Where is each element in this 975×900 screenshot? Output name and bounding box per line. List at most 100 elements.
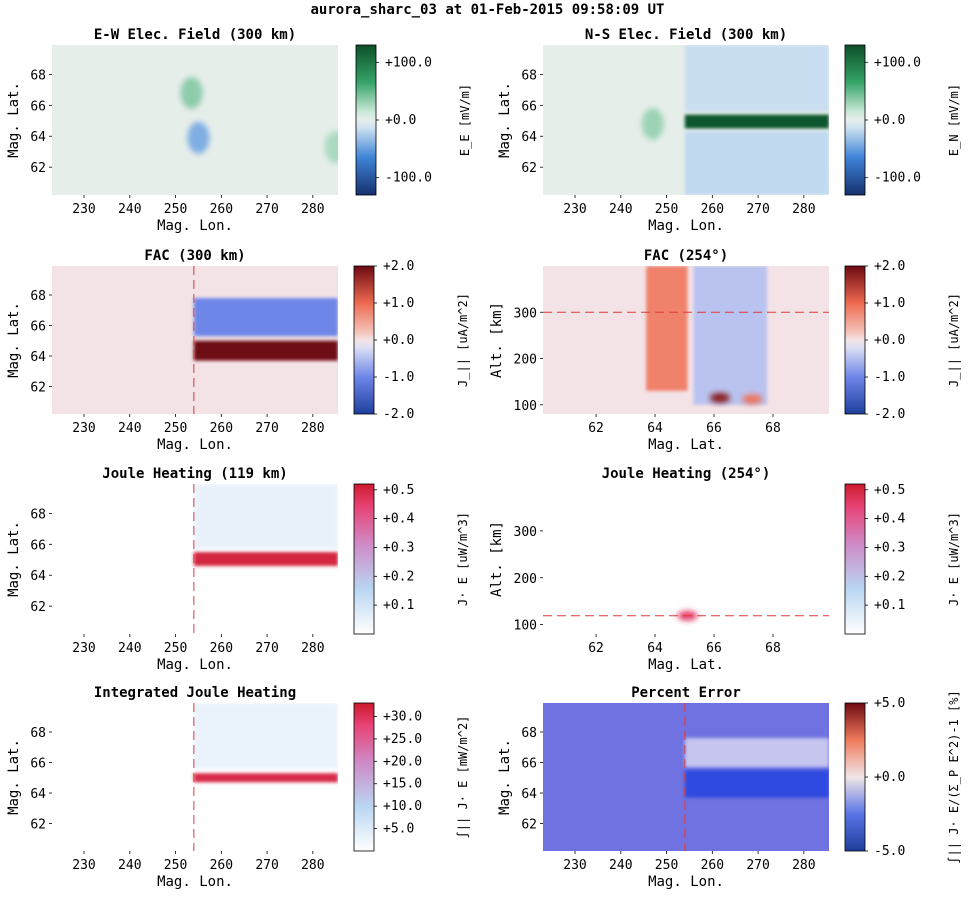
- y-axis-label: Mag. Lat.: [6, 82, 22, 158]
- colorbar-tick-label: +15.0: [383, 777, 422, 792]
- x-tick-label: 280: [301, 858, 324, 873]
- colorbar-label: J_|| [uA/m^2]: [456, 293, 470, 387]
- colorbar-gradient: [844, 702, 866, 852]
- colorbar-tick-label: +5.0: [874, 696, 905, 711]
- x-tick-label: 230: [72, 858, 95, 873]
- x-axis-label: Mag. Lon.: [648, 874, 724, 890]
- y-tick-label: 64: [30, 787, 46, 802]
- heatmap-band: [646, 266, 688, 391]
- heatmap-band: [193, 773, 338, 783]
- y-tick-label: 62: [30, 161, 46, 176]
- colorbar-tick-label: +30.0: [383, 709, 422, 724]
- colorbar-tick-label: +0.3: [874, 540, 905, 555]
- y-tick-label: 68: [30, 507, 46, 522]
- x-tick-label: 240: [118, 641, 141, 656]
- x-tick-label: 230: [72, 641, 95, 656]
- colorbar-tick-label: +5.0: [383, 822, 414, 837]
- heatmap-band: [193, 340, 338, 361]
- x-tick-label: 66: [706, 421, 722, 436]
- y-tick-label: 68: [30, 289, 46, 304]
- colorbar-gradient: [355, 44, 377, 196]
- y-tick-label: 62: [521, 161, 537, 176]
- y-axis-label: Mag. Lat.: [497, 82, 513, 158]
- x-tick-label: 250: [655, 858, 678, 873]
- x-tick-label: 64: [647, 421, 663, 436]
- x-tick-label: 62: [588, 421, 604, 436]
- x-tick-label: 240: [118, 202, 141, 217]
- y-tick-label: 62: [30, 818, 46, 833]
- colorbar-tick-label: -100.0: [874, 171, 921, 186]
- colorbar-tick-label: +25.0: [383, 732, 422, 747]
- x-axis-label: Mag. Lon.: [157, 657, 233, 673]
- panel-ew_field: E-W Elec. Field (300 km) 230 240 250 260 270 2…: [6, 27, 472, 234]
- panel-joule_254: Joule Heating (254°) 62 64 66 68 100 200 300 Mag…: [489, 466, 961, 673]
- colorbar-tick-label: +0.3: [383, 540, 414, 555]
- colorbar-label: J· E [uW/m^3]: [456, 512, 470, 606]
- colorbar-label: J· E [uW/m^3]: [947, 512, 961, 606]
- panel-title: Integrated Joule Heating: [94, 685, 296, 701]
- heatmap-band: [684, 114, 829, 129]
- x-tick-label: 260: [701, 202, 724, 217]
- y-tick-label: 66: [521, 757, 537, 772]
- y-tick-label: 64: [30, 569, 46, 584]
- colorbar-tick-label: +0.1: [383, 598, 414, 613]
- x-tick-label: 280: [792, 202, 815, 217]
- colorbar-tick-label: +0.0: [874, 113, 905, 128]
- colorbar-tick-label: -2.0: [874, 407, 905, 422]
- y-axis-label: Alt. [km]: [489, 521, 505, 597]
- x-axis-label: Mag. Lon.: [157, 218, 233, 234]
- x-tick-label: 230: [563, 858, 586, 873]
- panel-title: FAC (254°): [644, 248, 728, 264]
- heatmap-blob: [742, 394, 763, 405]
- colorbar-tick-label: -5.0: [874, 844, 905, 859]
- x-tick-label: 230: [72, 202, 95, 217]
- x-tick-label: 240: [118, 858, 141, 873]
- panel-title: N-S Elec. Field (300 km): [585, 27, 787, 43]
- x-tick-label: 260: [210, 202, 233, 217]
- colorbar-tick-label: +100.0: [385, 55, 432, 70]
- x-tick-label: 270: [255, 421, 278, 436]
- heatmap-features: [641, 45, 829, 195]
- heatmap-band: [193, 298, 338, 337]
- colorbar-tick-label: +100.0: [874, 55, 921, 70]
- x-axis-label: Mag. Lon.: [157, 874, 233, 890]
- x-tick-label: 270: [255, 858, 278, 873]
- colorbar-tick-label: +0.2: [383, 569, 414, 584]
- colorbar: +5.0 +0.0 -5.0 ∫|| J· E/(Σ_P E^2)-1 [%]: [844, 690, 961, 864]
- colorbar-tick-label: -2.0: [383, 407, 414, 422]
- heatmap-band: [193, 484, 338, 549]
- panel-joule_119: Joule Heating (119 km) 230 240 250 260 270 280…: [6, 466, 470, 673]
- heatmap-features: [193, 703, 338, 783]
- x-axis-label: Mag. Lat.: [648, 657, 724, 673]
- colorbar-tick-label: +0.5: [874, 483, 905, 498]
- y-tick-label: 64: [30, 130, 46, 145]
- x-tick-label: 230: [563, 202, 586, 217]
- y-tick-label: 200: [514, 353, 537, 368]
- panel-ns_field: N-S Elec. Field (300 km) 230 240 250 260 270 2…: [497, 27, 961, 234]
- x-tick-label: 66: [706, 641, 722, 656]
- panel-title: E-W Elec. Field (300 km): [94, 27, 296, 43]
- x-tick-label: 270: [746, 202, 769, 217]
- y-tick-label: 100: [514, 399, 537, 414]
- colorbar-label: ∫|| J· E [mW/m^2]: [456, 716, 470, 839]
- colorbar: +100.0 +0.0 -100.0 E_E [mV/m]: [355, 44, 472, 196]
- x-tick-label: 250: [164, 641, 187, 656]
- heatmap-blob: [180, 76, 203, 109]
- colorbar-tick-label: +20.0: [383, 754, 422, 769]
- colorbar-tick-label: +0.4: [383, 512, 414, 527]
- y-tick-label: 66: [30, 538, 46, 553]
- colorbar: +0.5 +0.4 +0.3 +0.2 +0.1 J· E [uW/m^3]: [844, 483, 961, 635]
- colorbar: +2.0 +1.0 +0.0 -1.0 -2.0 J_|| [uA/m^2]: [844, 259, 961, 422]
- colorbar-tick-label: +2.0: [874, 259, 905, 274]
- colorbar-tick-label: +0.2: [874, 569, 905, 584]
- plot-background: [543, 484, 829, 634]
- plot-background: [52, 266, 338, 414]
- x-tick-label: 260: [210, 858, 233, 873]
- colorbar-tick-label: +2.0: [383, 259, 414, 274]
- x-axis-label: Mag. Lon.: [157, 437, 233, 453]
- heatmap-features: [646, 266, 768, 405]
- x-tick-label: 240: [609, 858, 632, 873]
- colorbar-label: J_|| [uA/m^2]: [947, 293, 961, 387]
- y-axis-label: Mag. Lat.: [6, 521, 22, 597]
